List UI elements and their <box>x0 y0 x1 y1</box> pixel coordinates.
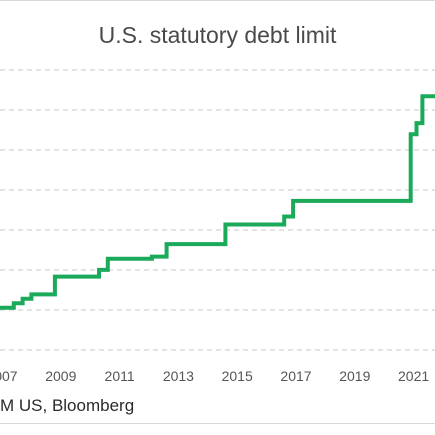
x-tick-label-2009: 2009 <box>45 368 76 384</box>
top-divider <box>0 0 435 1</box>
source-note: M US, Bloomberg <box>0 396 135 415</box>
gridlines <box>0 69 435 351</box>
chart-title: U.S. statutory debt limit <box>98 22 337 48</box>
bottom-divider <box>0 423 435 424</box>
x-tick-label-2015: 2015 <box>222 368 253 384</box>
x-tick-label-2007: 2007 <box>0 368 18 384</box>
x-tick-label-2021: 2021 <box>398 368 429 384</box>
x-tick-label-2011: 2011 <box>105 368 135 384</box>
x-axis-tick-labels: 2007 2009 2011 2013 2015 2017 2019 2021 <box>0 368 429 384</box>
x-tick-label-2019: 2019 <box>339 368 370 384</box>
x-tick-label-2013: 2013 <box>163 368 194 384</box>
series-line-debt-limit <box>0 94 435 310</box>
x-tick-label-2017: 2017 <box>280 368 311 384</box>
